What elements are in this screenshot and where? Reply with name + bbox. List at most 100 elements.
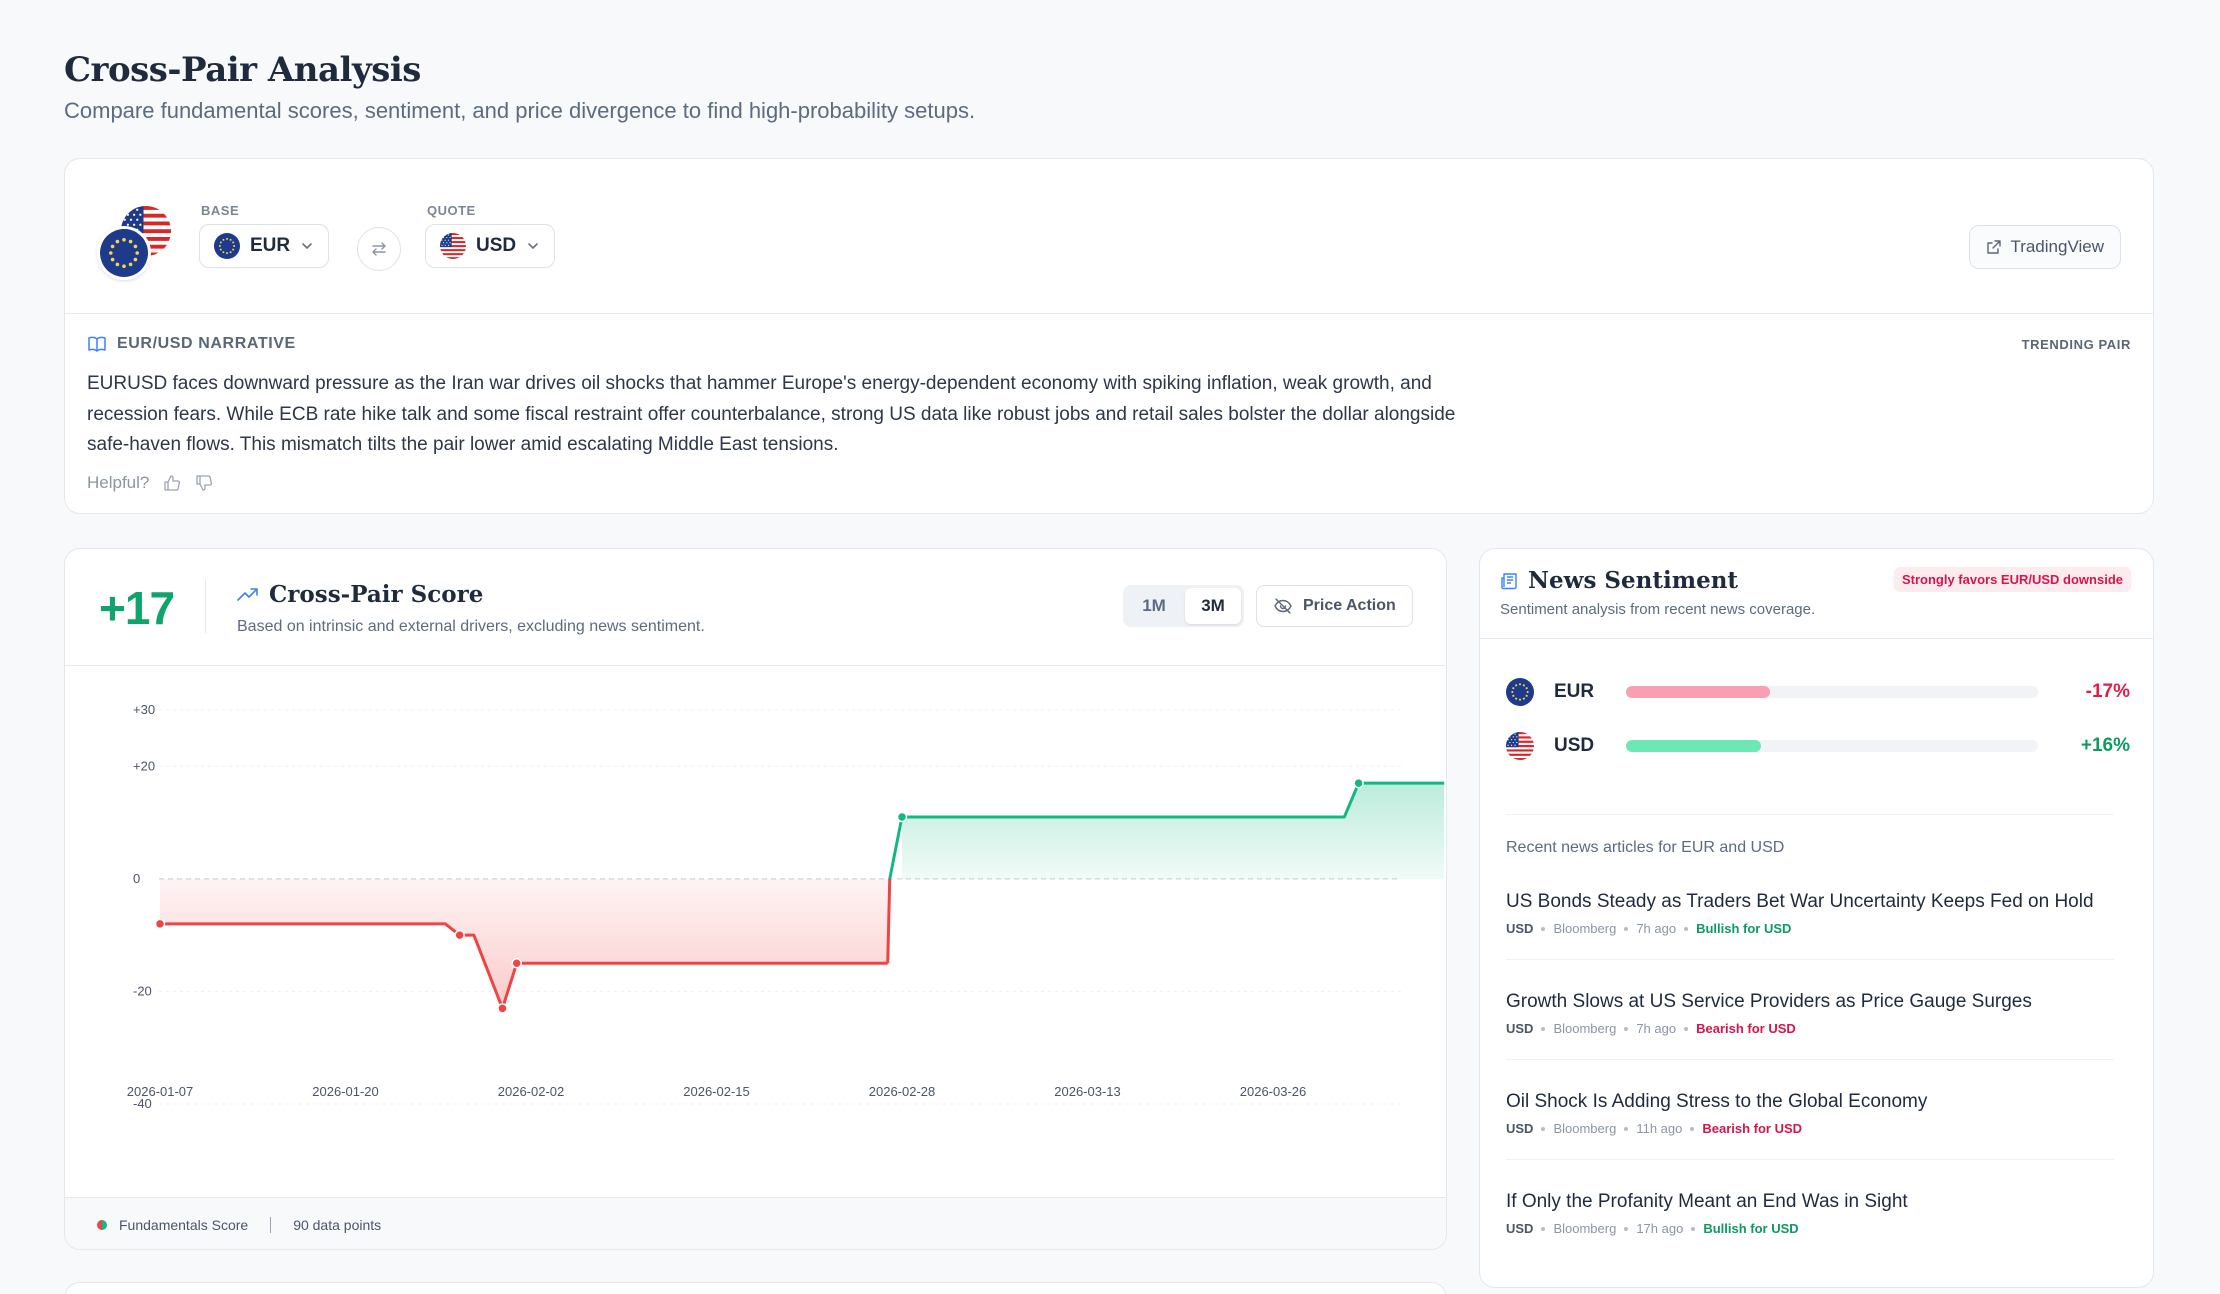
meta-separator [1624, 926, 1629, 931]
us-flag-icon [1506, 732, 1534, 760]
positive-line [902, 781, 1445, 819]
footer-separator [270, 1216, 272, 1233]
data-point [497, 1003, 508, 1014]
thumbs-up-icon[interactable] [163, 474, 181, 492]
news-header: News Sentiment Strongly favors EUR/USD d… [1480, 549, 2153, 639]
article-time: 17h ago [1636, 1221, 1684, 1236]
cross-pair-score-card: +17 Cross-Pair Score Based on intrinsic … [64, 548, 1447, 1250]
sentiment-value: +16% [2080, 735, 2130, 756]
article-title[interactable]: US Bonds Steady as Traders Bet War Uncer… [1506, 891, 2094, 912]
x-tick-label: 2026-01-20 [312, 1084, 379, 1099]
price-action-toggle[interactable]: Price Action [1256, 585, 1413, 627]
price-action-label: Price Action [1303, 597, 1396, 614]
score-header: +17 Cross-Pair Score Based on intrinsic … [65, 549, 1446, 666]
thumbs-down-icon[interactable] [195, 474, 213, 492]
x-tick-label: 2026-03-26 [1240, 1084, 1307, 1099]
score-value: +17 [99, 582, 175, 634]
book-icon [88, 336, 106, 352]
meta-separator [1624, 1026, 1629, 1031]
sentiment-bar-track [1626, 740, 2038, 752]
eu-flag-icon [1506, 678, 1534, 706]
x-tick-label: 2026-03-13 [1054, 1084, 1121, 1099]
divider [1506, 959, 2114, 960]
swap-pair-button[interactable] [357, 227, 401, 271]
next-card [64, 1282, 1447, 1294]
quote-currency-select[interactable]: USD [425, 224, 556, 268]
score-title: Cross-Pair Score [269, 581, 484, 608]
news-article[interactable]: Growth Slows at US Service Providers as … [1506, 991, 2114, 1036]
y-tick-label: +20 [133, 758, 155, 773]
score-description: Based on intrinsic and external drivers,… [237, 618, 705, 635]
page-header: Cross-Pair Analysis Compare fundamental … [64, 50, 975, 124]
news-article[interactable]: If Only the Profanity Meant an End Was i… [1506, 1191, 2114, 1236]
recent-news-label: Recent news articles for EUR and USD [1506, 839, 1785, 856]
article-meta: USD Bloomberg 7h ago Bullish for USD [1506, 921, 2114, 936]
range-3m-button[interactable]: 3M [1185, 588, 1241, 624]
y-tick-label: 0 [133, 871, 140, 886]
x-tick-label: 2026-02-15 [683, 1084, 750, 1099]
quote-label: QUOTE [427, 203, 476, 218]
transition-line-pos [888, 816, 904, 880]
news-description: Sentiment analysis from recent news cove… [1500, 601, 1816, 618]
news-article[interactable]: US Bonds Steady as Traders Bet War Uncer… [1506, 891, 2114, 936]
article-impact: Bearish for USD [1702, 1121, 1803, 1136]
article-source: Bloomberg [1553, 921, 1617, 936]
pair-flags [97, 206, 177, 286]
range-1m-button[interactable]: 1M [1142, 596, 1166, 615]
base-currency-select[interactable]: EUR [199, 224, 330, 268]
narrative-header: EUR/USD NARRATIVE [87, 335, 296, 353]
narrative-text: EURUSD faces downward pressure as the Ir… [87, 373, 1456, 455]
score-title-row: Cross-Pair Score [237, 581, 705, 608]
x-tick-label: 2026-02-02 [498, 1084, 565, 1099]
positive-area [902, 783, 1445, 879]
base-currency-code: EUR [250, 235, 291, 256]
article-meta: USD Bloomberg 7h ago Bearish for USD [1506, 1021, 2114, 1036]
sentiment-row-eur: EUR -17% [1506, 677, 2130, 707]
article-meta: USD Bloomberg 17h ago Bullish for USD [1506, 1221, 2114, 1236]
article-impact: Bullish for USD [1696, 921, 1792, 936]
y-tick-label: -40 [133, 1096, 152, 1111]
data-point [454, 929, 465, 941]
sentiment-currency: EUR [1554, 681, 1595, 702]
quote-currency-code: USD [476, 235, 517, 256]
legend-label: Fundamentals Score [119, 1216, 249, 1233]
meta-separator [1541, 1126, 1546, 1131]
article-source: Bloomberg [1553, 1221, 1617, 1236]
news-title: News Sentiment [1528, 567, 1739, 594]
sentiment-currency: USD [1554, 735, 1595, 756]
trend-up-icon [237, 587, 258, 601]
meta-separator [1684, 1026, 1689, 1031]
meta-separator [1541, 1226, 1546, 1231]
pair-selector-bar: BASE EUR QUOTE USD TradingVie [65, 159, 2153, 314]
news-article[interactable]: Oil Shock Is Adding Stress to the Global… [1506, 1091, 2114, 1136]
meta-separator [1690, 1126, 1695, 1131]
score-chart: +30 +20 0 -20 -40 2026-01-07 2026-01-20 2026-02… [65, 667, 1446, 1197]
article-meta: USD Bloomberg 11h ago Bearish for USD [1506, 1121, 2114, 1136]
meta-separator [1541, 926, 1546, 931]
page-title: Cross-Pair Analysis [64, 50, 421, 90]
score-divider [205, 579, 206, 633]
negative-area [160, 878, 888, 1009]
helpful-feedback: Helpful? [87, 473, 213, 493]
eu-flag-icon [97, 226, 151, 280]
newspaper-icon [1501, 572, 1517, 589]
page-subtitle: Compare fundamental scores, sentiment, a… [64, 98, 976, 123]
sentiment-bar-track [1626, 686, 2038, 698]
article-currency: USD [1506, 921, 1534, 936]
tradingview-button[interactable]: TradingView [1969, 225, 2121, 269]
article-title[interactable]: Growth Slows at US Service Providers as … [1506, 991, 2032, 1012]
article-title[interactable]: Oil Shock Is Adding Stress to the Global… [1506, 1091, 1928, 1112]
meta-separator [1624, 1126, 1629, 1131]
data-point [154, 918, 166, 930]
y-tick-label: +30 [133, 702, 155, 717]
article-title[interactable]: If Only the Profanity Meant an End Was i… [1506, 1191, 1908, 1212]
meta-separator [1691, 1226, 1696, 1231]
article-impact: Bullish for USD [1703, 1221, 1799, 1236]
transition-line-neg [886, 878, 892, 964]
sentiment-bar-fill [1626, 686, 1770, 698]
base-selector-group: BASE EUR [199, 203, 330, 268]
trending-pair-tag: TRENDING PAIR [2021, 337, 2131, 352]
divider [1506, 814, 2114, 815]
meta-separator [1541, 1026, 1546, 1031]
legend-swatch [97, 1219, 107, 1230]
